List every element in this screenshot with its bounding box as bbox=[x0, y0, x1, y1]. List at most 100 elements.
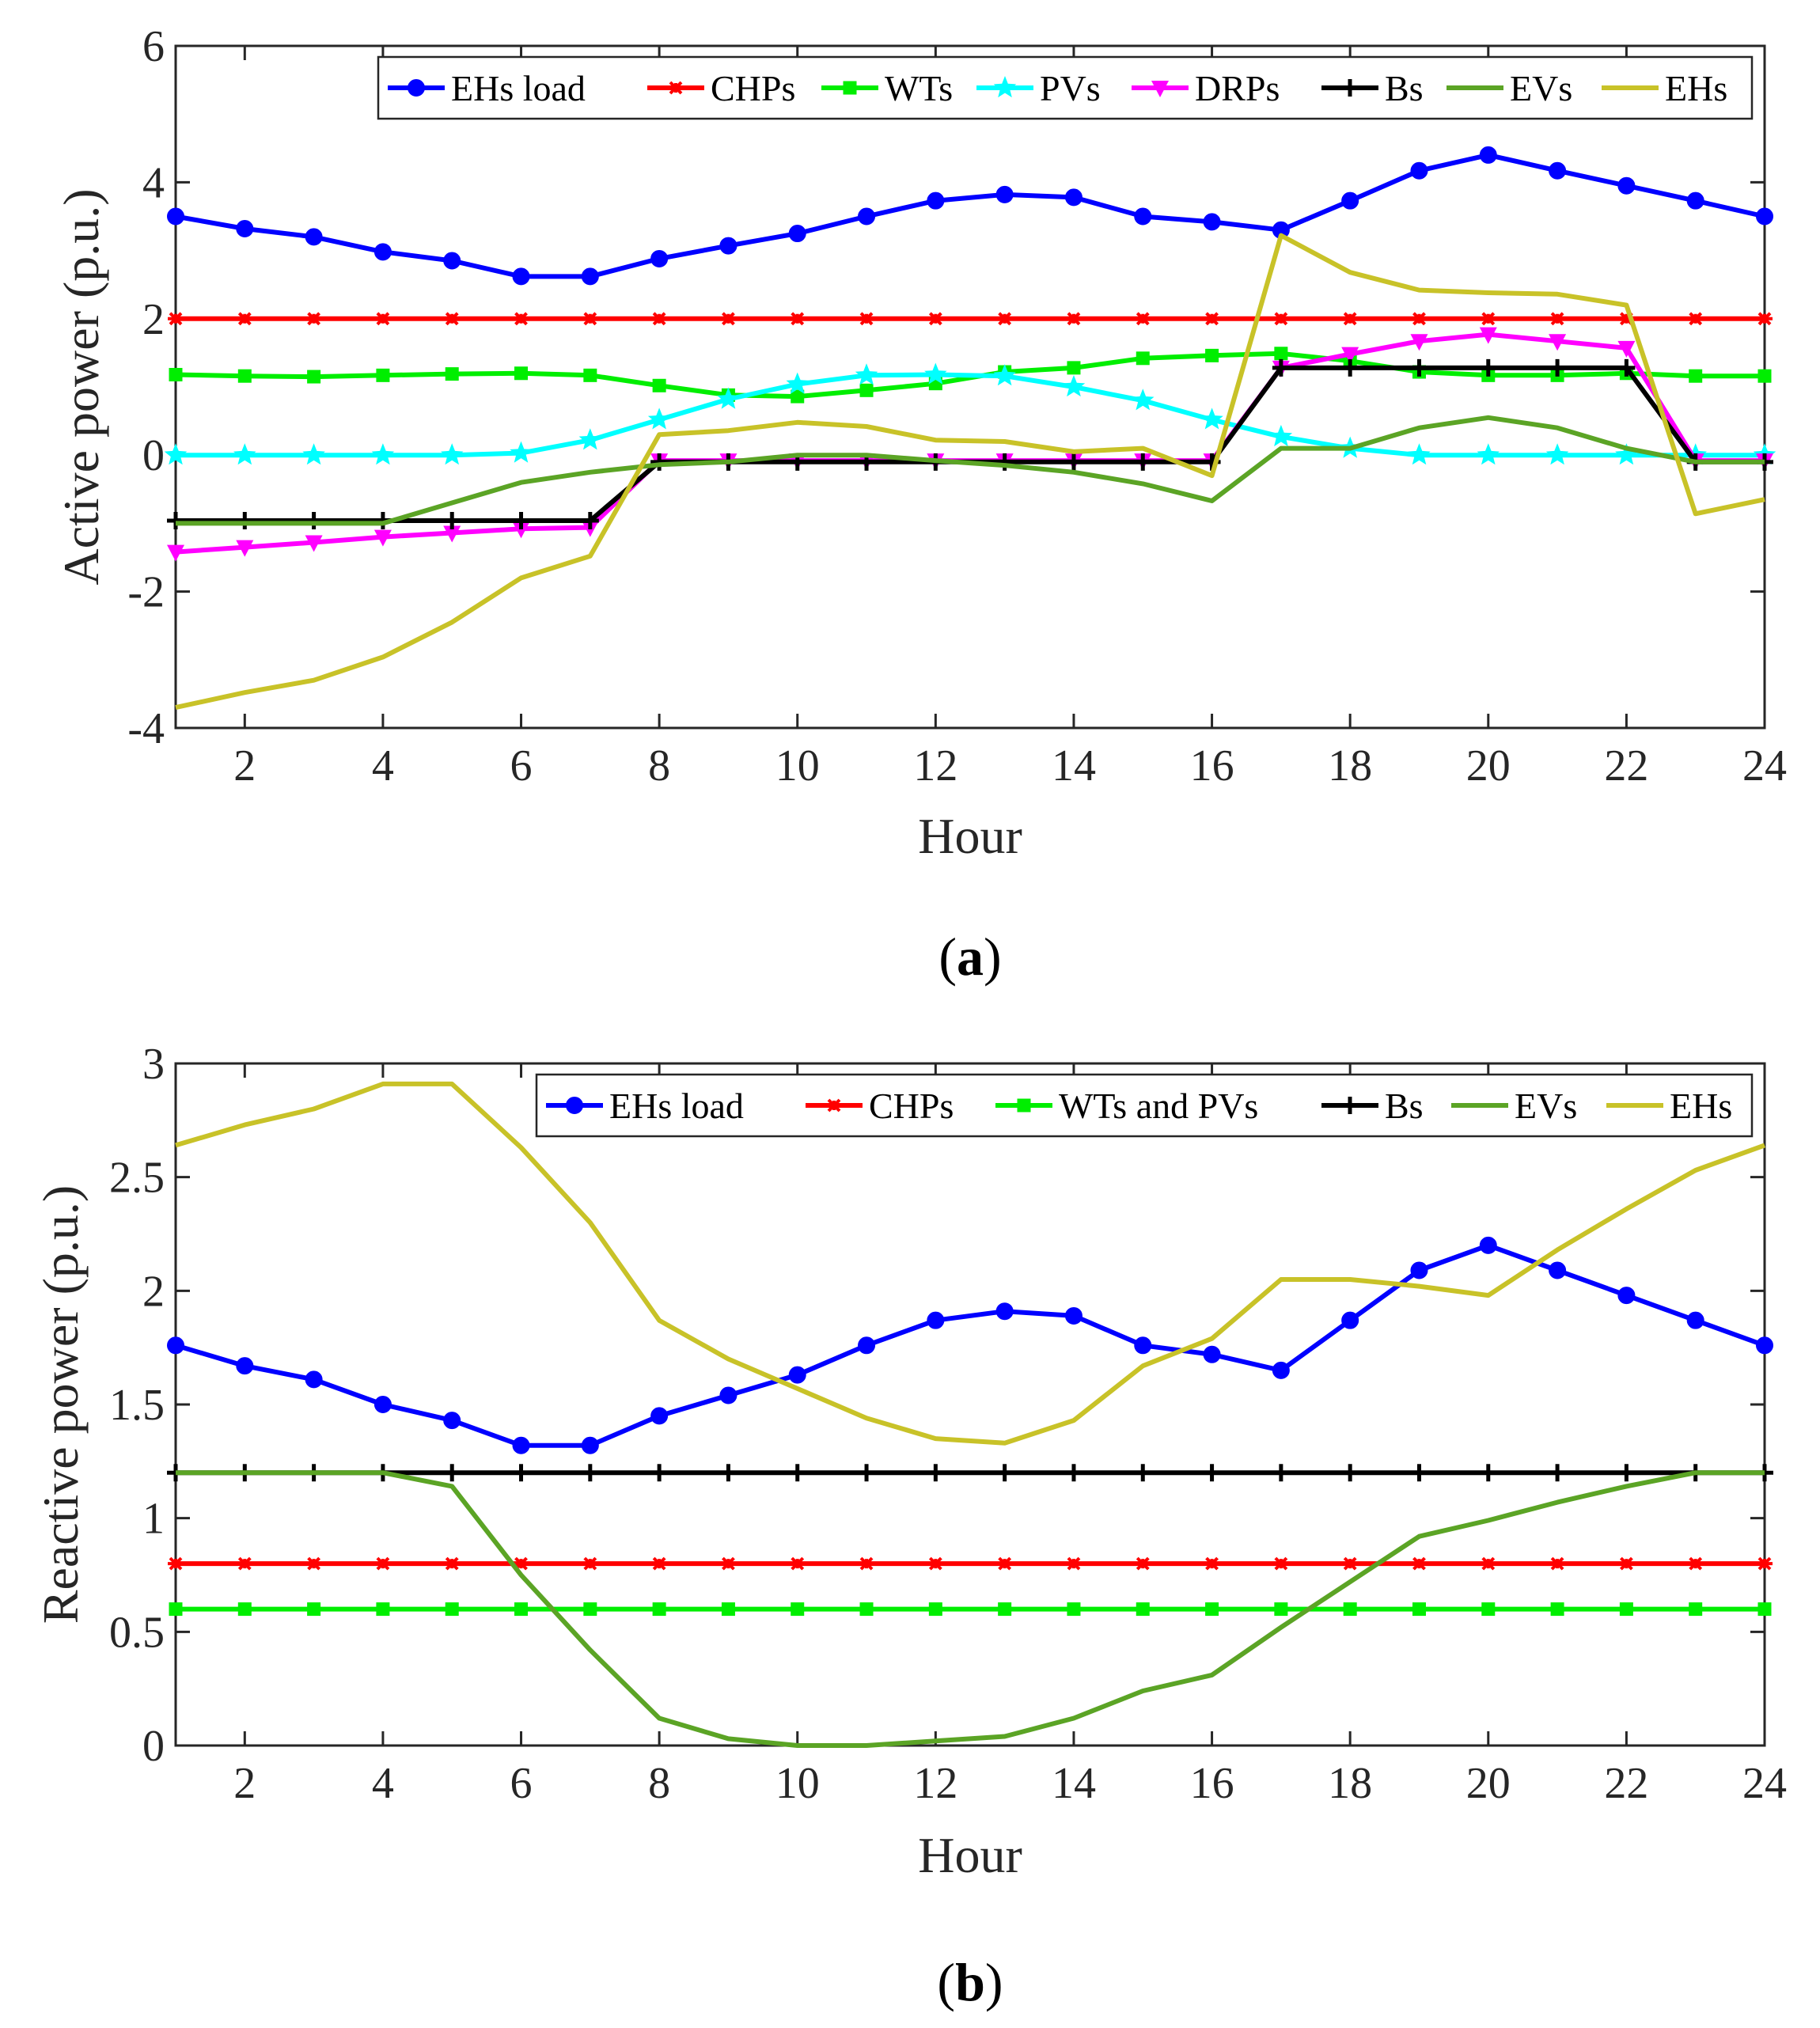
data-point-bs bbox=[650, 1464, 669, 1482]
series-ehs bbox=[175, 233, 1765, 711]
series-line-ehs-load bbox=[175, 1242, 1766, 1448]
legend-label: CHPs bbox=[711, 68, 795, 108]
data-point-ehs-load bbox=[1203, 1345, 1221, 1363]
y-tick-label: 1.5 bbox=[109, 1381, 165, 1430]
data-point-wts bbox=[1689, 369, 1703, 383]
data-point-pvs bbox=[993, 364, 1016, 386]
data-point-bs bbox=[1341, 358, 1359, 377]
data-point-chps bbox=[1618, 312, 1635, 326]
series-line-ehs bbox=[175, 233, 1765, 711]
y-tick-label: -4 bbox=[127, 704, 165, 753]
x-tick-label: 4 bbox=[372, 1759, 394, 1808]
data-point-pvs bbox=[717, 387, 740, 409]
data-point-bs bbox=[858, 1464, 876, 1482]
data-point-bs bbox=[443, 511, 461, 529]
data-point-chps bbox=[651, 1556, 668, 1571]
data-point-ehs-load bbox=[995, 1302, 1014, 1321]
data-point-bs bbox=[1617, 358, 1636, 377]
data-point-bs bbox=[1272, 358, 1290, 377]
y-tick-label: 4 bbox=[142, 158, 165, 207]
legend-marker bbox=[843, 81, 857, 95]
data-point-chps bbox=[444, 312, 461, 326]
legend-marker bbox=[408, 79, 425, 97]
series-line-ehs-load bbox=[175, 152, 1765, 279]
y-tick-label: 6 bbox=[142, 22, 165, 71]
data-point-chps bbox=[168, 1556, 184, 1571]
series-layer-b bbox=[167, 1081, 1773, 1748]
data-point-drps bbox=[1549, 334, 1567, 351]
data-point-wts-and-pvs bbox=[1067, 1602, 1081, 1617]
x-tick-label: 14 bbox=[1052, 741, 1096, 790]
data-point-chps bbox=[1342, 1556, 1359, 1571]
x-tick-label: 12 bbox=[913, 741, 957, 790]
data-point-ehs-load bbox=[1479, 1236, 1497, 1254]
legend-marker bbox=[826, 1098, 842, 1113]
data-point-pvs bbox=[1200, 407, 1223, 430]
data-point-chps bbox=[1065, 312, 1082, 326]
data-point-chps bbox=[168, 312, 184, 326]
data-point-pvs bbox=[441, 443, 464, 465]
data-point-chps bbox=[1618, 1556, 1635, 1571]
data-point-bs bbox=[167, 511, 184, 529]
data-point-bs bbox=[1479, 358, 1497, 377]
data-point-ehs-load bbox=[373, 1396, 392, 1413]
data-point-bs bbox=[788, 1464, 806, 1482]
data-point-wts bbox=[237, 369, 252, 383]
data-point-wts-and-pvs bbox=[1757, 1602, 1772, 1617]
data-point-ehs-load bbox=[1617, 176, 1636, 195]
data-point-wts-and-pvs bbox=[1274, 1602, 1288, 1617]
data-point-bs bbox=[1549, 358, 1567, 377]
series-evs bbox=[176, 415, 1765, 526]
data-point-wts-and-pvs bbox=[859, 1602, 874, 1617]
data-point-chps bbox=[789, 1556, 806, 1571]
data-point-drps bbox=[305, 535, 323, 552]
data-point-ehs-load bbox=[1686, 191, 1704, 210]
x-tick-label: 18 bbox=[1328, 1759, 1372, 1808]
legend-item-chps: CHPs bbox=[647, 68, 795, 108]
data-point-drps bbox=[512, 521, 530, 539]
y-tick-label: 2.5 bbox=[109, 1154, 165, 1203]
data-point-wts-and-pvs bbox=[1412, 1602, 1426, 1617]
legend-item-wts-and-pvs: WTs and PVs bbox=[995, 1086, 1258, 1126]
data-point-pvs bbox=[1545, 443, 1569, 465]
data-point-bs bbox=[236, 511, 254, 529]
data-point-bs bbox=[443, 1464, 461, 1482]
data-point-wts-and-pvs bbox=[1205, 1602, 1219, 1617]
data-point-ehs-load bbox=[858, 207, 876, 226]
data-point-bs bbox=[1617, 1464, 1636, 1482]
data-point-pvs bbox=[510, 441, 533, 463]
x-ticks-b: 2 4 6 8 10 12 14 16 18 20 22 24 bbox=[233, 1063, 1787, 1808]
x-ticks-a: 2 4 6 8 10 12 14 16 18 20 22 24 bbox=[233, 46, 1787, 790]
y-tick-label: 2 bbox=[142, 295, 165, 344]
x-tick-label: 8 bbox=[648, 1759, 670, 1808]
x-tick-label: 20 bbox=[1466, 741, 1511, 790]
legend-item-wts: WTs bbox=[821, 68, 953, 108]
data-point-ehs-load bbox=[581, 1436, 599, 1454]
data-point-ehs-load bbox=[788, 225, 806, 243]
data-point-chps bbox=[237, 1556, 253, 1571]
legend-marker bbox=[1341, 1097, 1359, 1114]
y-tick-label: -2 bbox=[127, 568, 165, 617]
caption-a: (a) bbox=[938, 927, 1001, 987]
x-tick-label: 10 bbox=[775, 1759, 820, 1808]
legend-item-ehs-load: EHs load bbox=[546, 1086, 744, 1126]
data-point-ehs-load bbox=[443, 252, 461, 270]
legend-box bbox=[535, 1073, 1754, 1138]
legend-label: WTs bbox=[885, 68, 953, 108]
data-point-ehs-load bbox=[927, 1311, 945, 1329]
data-point-chps bbox=[1757, 1556, 1773, 1571]
data-point-bs bbox=[1341, 1464, 1359, 1482]
data-point-pvs bbox=[1269, 424, 1293, 447]
series-layer-a bbox=[164, 146, 1776, 711]
legend-item-ehs-load: EHs load bbox=[388, 68, 586, 108]
data-point-ehs-load bbox=[1134, 207, 1152, 226]
data-point-pvs bbox=[786, 372, 809, 394]
data-point-wts bbox=[1067, 361, 1081, 375]
data-point-bs bbox=[1134, 1464, 1152, 1482]
data-point-wts bbox=[376, 368, 390, 382]
data-point-bs bbox=[1479, 1464, 1497, 1482]
data-point-ehs-load bbox=[1686, 1311, 1704, 1329]
data-point-wts bbox=[445, 367, 459, 381]
data-point-bs bbox=[1064, 453, 1083, 471]
data-point-chps bbox=[1549, 1556, 1566, 1571]
